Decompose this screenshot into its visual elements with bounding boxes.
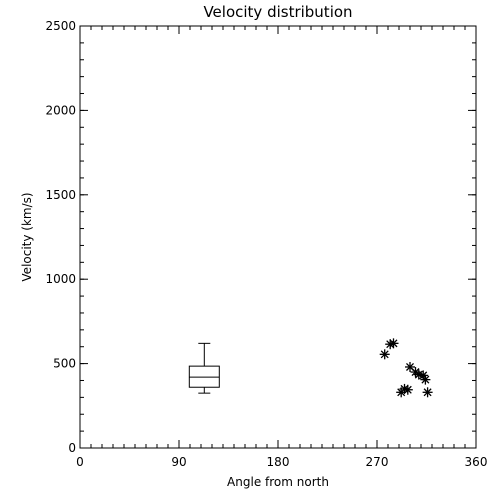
- velocity-boxplot: [188, 342, 220, 394]
- y-tick-label: 1000: [45, 272, 76, 286]
- data-point-stroke: [380, 350, 389, 359]
- plot-frame: [79, 25, 477, 449]
- y-axis-label: Velocity (km/s): [20, 192, 34, 281]
- x-tick-label: 0: [76, 455, 84, 469]
- data-point-stroke: [419, 371, 428, 380]
- data-point: [402, 384, 413, 395]
- x-tick-label: 90: [171, 455, 186, 469]
- data-point: [379, 349, 390, 360]
- chart-title: Velocity distribution: [203, 3, 352, 21]
- data-point-stroke: [421, 375, 430, 384]
- data-point-stroke: [400, 384, 409, 393]
- y-tick-label: 1500: [45, 188, 76, 202]
- y-tick-label: 500: [53, 357, 76, 371]
- x-tick-label: 180: [267, 455, 290, 469]
- data-point-stroke: [414, 370, 423, 379]
- x-axis-label: Angle from north: [227, 475, 329, 489]
- x-tick-label: 360: [465, 455, 488, 469]
- data-point: [420, 374, 431, 385]
- data-point-stroke: [423, 388, 432, 397]
- x-tick-label: 270: [366, 455, 389, 469]
- data-point-stroke: [403, 385, 412, 394]
- y-tick-label: 0: [68, 441, 76, 455]
- data-point-stroke: [389, 339, 398, 348]
- data-point: [422, 387, 433, 398]
- y-tick-label: 2500: [45, 19, 76, 33]
- data-points: [379, 338, 433, 398]
- data-point-stroke: [406, 362, 414, 371]
- axis-ticks: [79, 25, 477, 449]
- y-tick-label: 2000: [45, 103, 76, 117]
- axis-tick-labels: 0 90 180 270 360 0 500 1000 1500 2000 2500: [45, 19, 487, 469]
- data-point: [388, 338, 399, 349]
